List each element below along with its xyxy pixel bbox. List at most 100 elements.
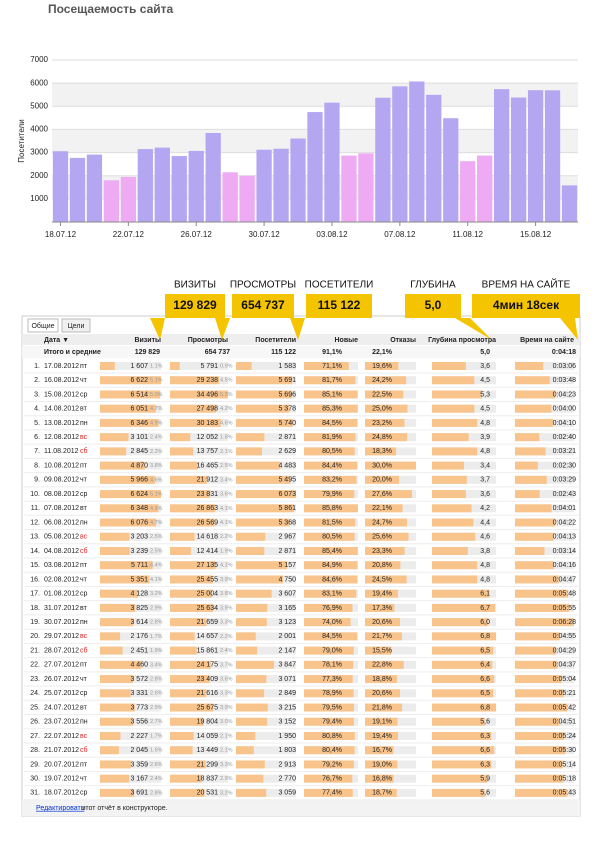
total-value: 5,0 [480,349,490,356]
cell-value: 3 059 [278,790,296,797]
tab[interactable] [61,318,91,333]
cell-value: 80,5% [322,534,342,541]
footer-text: этот отчёт в конструкторе. [82,805,168,812]
row-date: 26.07.2012 [44,676,79,683]
row-weekday: чт [80,477,88,484]
cell-value: 3 101 [130,434,148,441]
cell-value: 3 773 [130,704,148,711]
tab-label[interactable]: Цели [68,323,85,330]
cell-bar [304,717,354,726]
cell-bar [365,689,401,698]
cell-value: 3 359 [130,761,148,768]
total-value: 115 122 [271,349,296,356]
cell-bar [304,788,353,797]
cell-bar [100,618,134,627]
cell-value: 4,8 [480,448,490,455]
bar-track [236,632,296,641]
cell-bar [365,362,399,370]
cell-share: 4.5% [220,378,233,384]
footer-link[interactable]: Редактировать [36,805,85,812]
column-header[interactable]: Дата ▼ [44,337,69,344]
cell-bar [515,589,568,598]
column-header[interactable]: Просмотры [188,337,228,344]
cell-bar [170,546,191,555]
tab-label[interactable]: Общие [31,322,54,330]
row-weekday: пн [80,719,88,726]
cell-bar [236,660,275,669]
cell-value: 1 803 [278,747,296,754]
row-weekday: пт [80,562,88,569]
tab[interactable] [27,318,59,333]
row-weekday: чт [80,576,88,583]
cell-value: 12 414 [197,548,219,555]
cell-bar [365,475,399,484]
cell-value: 3,7 [480,477,490,484]
column-header[interactable]: Посетители [255,337,296,344]
cell-bar [515,632,560,641]
bar [69,157,86,222]
row-number: 28. [30,747,40,754]
bar [341,155,357,222]
row-weekday: ср [80,391,88,398]
cell-value: 20,0% [372,477,392,484]
cell-share: 2.8% [150,677,163,683]
cell-value: 14 059 [197,733,219,740]
row-date: 18.07.2012 [44,790,79,797]
row-weekday: ср [80,790,88,797]
cell-value: 23 409 [197,676,219,683]
cell-value: 6 051 [130,406,148,413]
row-weekday: вт [80,704,88,711]
cell-value: 2 176 [130,633,148,640]
cell-bar [432,475,467,484]
row-weekday: вт [80,605,88,612]
row-date: 14.08.2012 [44,406,79,413]
column-header[interactable]: Глубина просмотра [428,336,496,344]
row-date: 07.08.2012 [44,505,79,512]
cell-value: 0:04:13 [553,534,576,541]
column-header[interactable]: Время на сайте [520,336,574,344]
cell-value: 6,6 [480,676,490,683]
cell-value: 4 870 [130,462,148,469]
row-date: 05.08.2012 [44,534,79,541]
column-header[interactable]: Отказы [390,337,416,344]
cell-bar [170,390,228,399]
cell-bar [432,561,478,570]
cell-value: 81,9% [322,434,342,441]
row-weekday: пн [80,519,88,526]
cell-value: 0:04:29 [553,647,576,654]
cell-bar [170,589,213,598]
cell-share: 4.9% [150,506,163,512]
grid-band [52,83,578,107]
total-label: Итого и средние [44,349,101,356]
cell-bar [100,518,156,527]
cell-value: 4,8 [480,576,490,583]
cell-value: 0:05:18 [553,776,576,783]
cell-bar [170,376,220,385]
column-header[interactable]: Новые [334,337,358,344]
cell-value: 17,3% [372,605,392,612]
cell-value: 18,7% [372,790,392,797]
cell-share: 2.4% [220,648,233,654]
cell-bar [100,646,123,655]
cell-bar [100,390,160,399]
cell-bar [515,433,540,442]
cell-bar [365,675,397,684]
callout-value: 4мин 18сек [493,298,560,312]
row-number: 30. [30,776,40,783]
cell-bar [236,589,272,598]
cell-value: 16,8% [372,776,392,783]
cell-bar [515,561,554,570]
cell-share: 4.9% [150,420,163,426]
cell-bar [304,575,358,584]
cell-share: 3.4% [150,662,163,668]
cell-value: 26 863 [197,505,219,512]
bar [358,153,374,222]
row-weekday: вт [80,505,88,512]
column-header[interactable]: Визиты [134,337,161,344]
cell-value: 3 614 [130,619,148,626]
cell-share: 3.9% [220,577,233,583]
cell-share: 1.9% [220,548,233,554]
cell-bar [515,575,559,584]
cell-value: 74,0% [322,619,342,626]
cell-bar [170,703,214,712]
